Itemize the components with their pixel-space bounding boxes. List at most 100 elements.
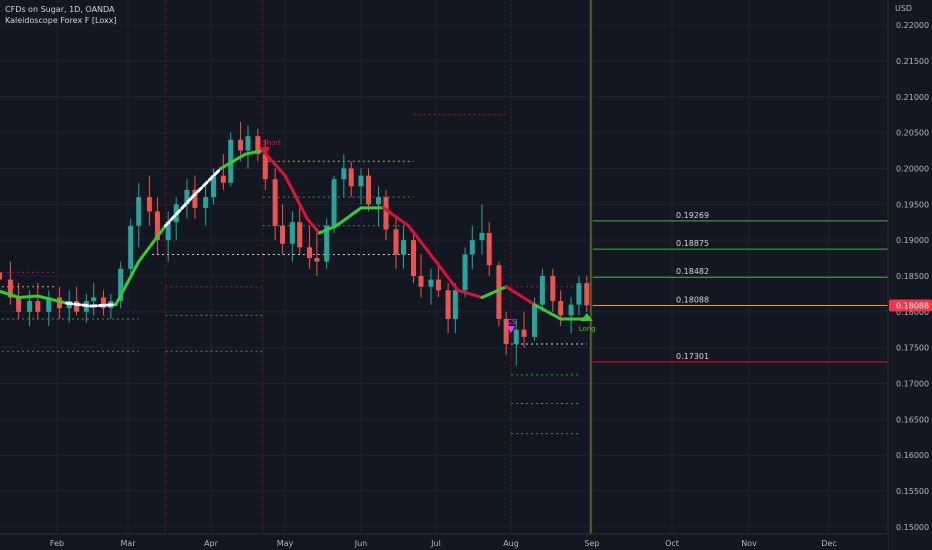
candle: [331, 175, 337, 233]
trend-segment: [65, 301, 93, 308]
indicator-title[interactable]: Kaleidoscope Forex F [Loxx]: [5, 16, 117, 25]
trend-segment: [533, 303, 563, 321]
candle: [46, 290, 52, 327]
trend-segment: [137, 224, 167, 264]
candle-body: [479, 232, 485, 241]
target-level-label: 0.18875: [676, 239, 709, 248]
candle-body: [496, 265, 502, 319]
candle: [513, 318, 519, 366]
candle-body: [452, 290, 458, 319]
candle-body: [16, 297, 22, 312]
candle-body: [376, 197, 381, 205]
candle-body: [401, 240, 406, 255]
time-tick-label: Dec: [821, 539, 836, 548]
trend-segment: [36, 294, 69, 305]
candle: [74, 286, 80, 316]
candle: [521, 311, 527, 348]
candle: [576, 275, 582, 316]
candle-body: [74, 301, 80, 312]
price-tick-label: 0.17500: [896, 344, 929, 353]
candle-body: [272, 179, 278, 226]
trend-segment: [456, 288, 484, 299]
candle-body: [280, 225, 286, 244]
trend-line: [0, 149, 589, 321]
candle-body: [192, 189, 198, 208]
candle: [428, 268, 434, 305]
candle-body: [486, 232, 492, 266]
last-price-badge: [889, 299, 932, 312]
candle-body: [576, 283, 582, 305]
currency-label: USD: [895, 4, 912, 13]
candle-body: [532, 304, 538, 337]
candle: [452, 283, 458, 334]
short-signal-icon: [260, 146, 271, 155]
candle-body: [418, 275, 424, 287]
close-short-icon: [507, 326, 515, 334]
price-tick-label: 0.20500: [896, 129, 929, 138]
chart-grid: [0, 0, 888, 534]
time-tick-label: Feb: [50, 539, 64, 548]
candle: [0, 272, 2, 280]
candle: [297, 204, 303, 255]
candle: [314, 232, 320, 276]
candle-body: [383, 197, 389, 230]
candle-body: [393, 229, 399, 255]
trend-segment: [163, 195, 194, 228]
candle-body: [289, 222, 295, 244]
candle-body: [445, 290, 451, 319]
candle: [503, 311, 509, 355]
candle: [307, 225, 313, 269]
candle-body: [154, 211, 160, 241]
candle-body: [428, 279, 434, 287]
candle: [383, 189, 389, 241]
symbol-title[interactable]: CFDs on Sugar, 1D, OANDA: [5, 5, 115, 14]
candle: [255, 129, 261, 162]
candle-body: [411, 240, 416, 276]
candle: [280, 204, 286, 255]
candle-body: [91, 297, 97, 302]
candle: [469, 225, 475, 269]
candle: [393, 215, 399, 269]
time-tick-label: Mar: [120, 539, 136, 548]
candle: [558, 290, 564, 327]
candle: [16, 283, 22, 319]
candle: [154, 197, 160, 255]
candle: [136, 182, 142, 248]
trend-segment: [219, 152, 248, 170]
candle: [376, 186, 381, 226]
price-tick-label: 0.21000: [896, 93, 929, 102]
candle: [7, 261, 13, 305]
trend-segment: [334, 206, 363, 228]
time-tick-label: Aug: [503, 539, 519, 548]
candle-body: [521, 329, 527, 337]
candle-body: [297, 222, 303, 248]
candle-body: [7, 279, 13, 298]
candle-body: [358, 175, 364, 187]
price-tick-label: 0.19000: [896, 236, 929, 245]
candle: [66, 290, 72, 323]
price-tick-label: 0.15000: [896, 523, 929, 532]
target-level-label: 0.17301: [676, 352, 709, 361]
candle: [192, 175, 198, 219]
candle: [486, 222, 492, 276]
target-level-label: 0.19269: [676, 211, 709, 220]
candle-body: [184, 189, 190, 205]
price-tick-label: 0.18500: [896, 272, 929, 281]
candle-body: [558, 301, 564, 316]
candle: [91, 283, 97, 316]
candle-body: [238, 139, 244, 151]
trend-segment: [382, 206, 410, 228]
candle: [584, 275, 590, 312]
candle: [418, 254, 424, 298]
candle: [289, 211, 295, 262]
candle: [128, 218, 134, 276]
long-signal-label: Long: [579, 325, 596, 333]
time-tick-label: Apr: [204, 539, 219, 548]
candle-body: [165, 222, 171, 241]
last-price-label: 0.18088: [896, 301, 929, 310]
time-tick-label: Nov: [741, 539, 757, 548]
candle-body: [118, 268, 124, 302]
target-level-label: 0.18088: [676, 295, 709, 304]
candle: [341, 154, 347, 198]
